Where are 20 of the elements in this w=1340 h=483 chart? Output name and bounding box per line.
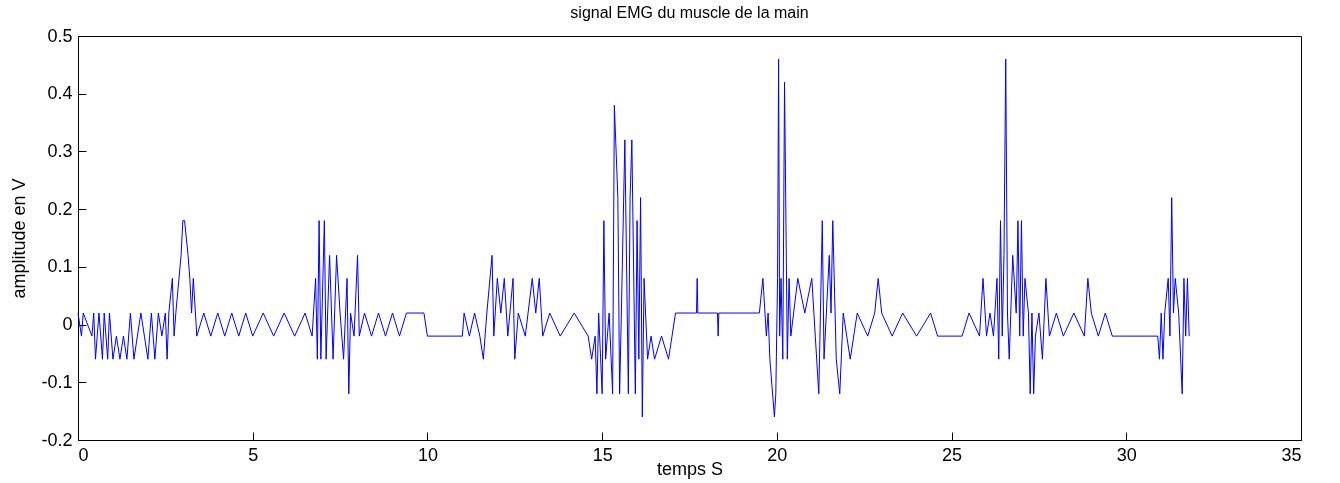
y-tick-label: 0 — [62, 314, 73, 335]
x-tick-label: 10 — [417, 444, 438, 465]
x-tick-label: 15 — [592, 444, 613, 465]
line-series — [77, 58, 1190, 418]
x-tick-label: 35 — [1281, 444, 1302, 465]
y-tick-label: 0.5 — [47, 25, 73, 46]
x-tick-label: 30 — [1116, 444, 1137, 465]
y-tick-label: -0.1 — [41, 371, 73, 392]
x-tick-label: 25 — [942, 444, 963, 465]
x-tick-label: 5 — [248, 444, 259, 465]
y-tick-label: 0.1 — [47, 256, 73, 277]
y-tick-label: -0.2 — [41, 429, 73, 450]
x-tick-label: 0 — [78, 444, 89, 465]
y-tick-label: 0.4 — [47, 83, 73, 104]
chart-title: signal EMG du muscle de la main — [570, 4, 809, 21]
y-axis-title: amplitude en V — [9, 178, 30, 299]
y-tick-label: 0.2 — [47, 198, 73, 219]
x-tick-label: 20 — [767, 444, 788, 465]
x-axis-title: temps S — [656, 458, 724, 479]
y-tick-label: 0.3 — [47, 140, 73, 161]
